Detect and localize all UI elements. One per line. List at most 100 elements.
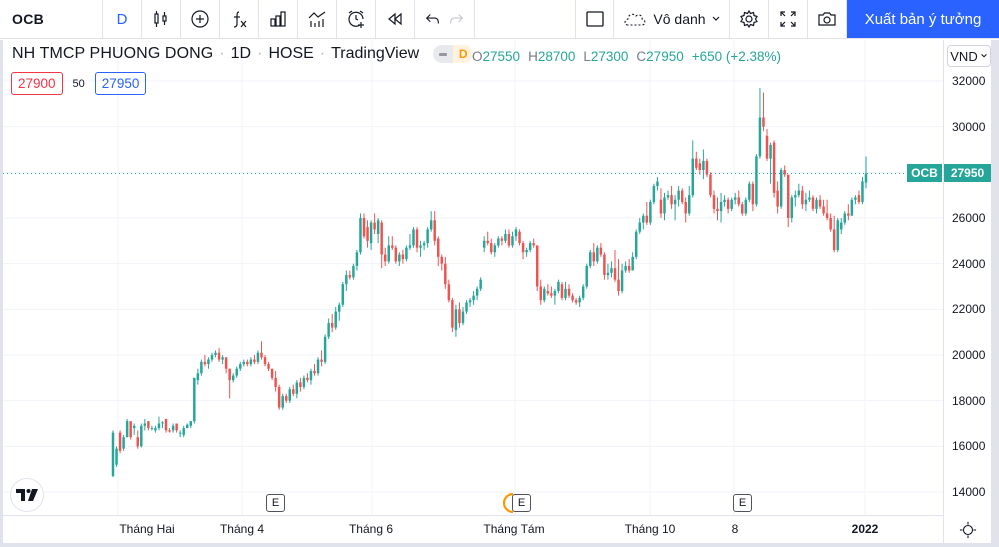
templates-button[interactable] <box>298 0 337 38</box>
price-tick-label: 30000 <box>952 119 986 134</box>
candle-body <box>521 243 525 253</box>
candle-body <box>394 247 398 262</box>
tradingview-logo-icon <box>16 489 38 501</box>
price-tick-label: 32000 <box>952 74 986 88</box>
candle-body <box>479 279 482 289</box>
candle-body <box>702 160 705 171</box>
candle-body <box>755 156 758 205</box>
dividend-marker-icon[interactable] <box>503 493 515 513</box>
candle-body <box>118 432 122 451</box>
market-status-badge[interactable]: D <box>433 45 474 63</box>
candle-body <box>352 265 355 278</box>
candle-body <box>323 336 327 362</box>
candle-body <box>829 218 832 230</box>
top-toolbar: OCB D Vô danh <box>0 0 999 39</box>
candle-body <box>444 263 447 285</box>
undo-icon[interactable] <box>424 10 442 28</box>
candle-body <box>129 421 132 438</box>
buy-button[interactable]: 27950 <box>94 72 147 95</box>
save-layout-button[interactable]: Vô danh <box>614 0 730 38</box>
candle-body <box>581 286 585 298</box>
candle-body <box>380 222 383 255</box>
legend-interval: 1D <box>230 45 252 62</box>
price-tick-label: 16000 <box>952 439 986 454</box>
redo-icon[interactable] <box>447 10 465 28</box>
time-axis[interactable] <box>0 515 943 543</box>
candle-body <box>695 158 698 168</box>
sell-button[interactable]: 27900 <box>11 72 63 95</box>
candle-body <box>175 423 178 431</box>
candle-body <box>482 240 486 248</box>
candle-body <box>670 195 673 205</box>
candle-body <box>111 432 115 477</box>
candle-body <box>267 364 270 369</box>
candle-body <box>408 245 412 248</box>
compare-button[interactable] <box>181 0 220 38</box>
candle-body <box>673 199 677 205</box>
candle-body <box>253 359 256 362</box>
candle-body <box>543 288 546 301</box>
tradingview-logo[interactable] <box>10 478 44 512</box>
candle-body <box>592 252 596 262</box>
candle-body <box>589 252 592 266</box>
candle-body <box>154 428 157 431</box>
candle-body <box>292 389 295 394</box>
alert-button[interactable] <box>337 0 376 38</box>
ohlc-values: O27550 H28700 L27300 C27950 +650 (+2.38%… <box>472 49 781 64</box>
candle-body <box>744 199 748 214</box>
price-chart-canvas[interactable] <box>3 40 943 515</box>
candle-body <box>599 247 603 255</box>
candle-body <box>387 245 390 262</box>
replay-button[interactable] <box>376 0 415 38</box>
candle-body <box>327 323 330 337</box>
chart-type-button[interactable] <box>142 0 181 38</box>
low-value: 27300 <box>590 49 629 64</box>
candle-body <box>504 233 507 241</box>
candle-body <box>359 218 362 253</box>
chart-settings-button[interactable] <box>943 516 991 543</box>
indicators-button[interactable] <box>220 0 259 38</box>
interval-button[interactable]: D <box>103 0 142 38</box>
layout-button[interactable] <box>576 0 614 38</box>
earnings-event-marker[interactable]: E <box>266 494 285 512</box>
candle-body <box>348 275 352 278</box>
financials-button[interactable] <box>259 0 298 38</box>
candle-body <box>606 272 610 276</box>
candle-body <box>733 197 737 200</box>
earnings-event-marker[interactable]: E <box>733 494 752 512</box>
candle-body <box>373 222 376 230</box>
candle-body <box>147 421 150 429</box>
candle-body <box>857 195 861 203</box>
add-compare-icon <box>191 10 209 28</box>
legend-source: TradingView <box>331 45 420 62</box>
candle-body <box>475 288 479 296</box>
candle-body <box>631 256 634 271</box>
price-axis[interactable] <box>943 40 991 516</box>
symbol-description[interactable]: NH TMCP PHUONG DONG <box>12 45 214 62</box>
candle-body <box>518 231 521 244</box>
candle-body <box>514 229 518 237</box>
candle-body <box>164 418 168 431</box>
time-tick-label: 2022 <box>851 522 879 536</box>
candle-body <box>585 265 588 287</box>
candle-body <box>557 281 560 292</box>
candle-body <box>709 174 712 196</box>
candle-body <box>741 204 744 214</box>
candle-body <box>560 284 564 298</box>
candle-body <box>730 199 733 209</box>
last-price-label: 27950 <box>944 164 991 183</box>
symbol-search-button[interactable]: OCB <box>0 0 103 38</box>
settings-button[interactable] <box>730 0 769 38</box>
candle-body <box>316 359 320 374</box>
snapshot-button[interactable] <box>808 0 847 38</box>
candle-body <box>207 359 210 365</box>
candles-icon <box>154 11 167 27</box>
left-border <box>0 40 3 547</box>
candle-body <box>620 270 624 292</box>
currency-select[interactable]: VND <box>947 45 991 67</box>
earnings-event-marker[interactable]: E <box>512 494 531 512</box>
publish-idea-button[interactable]: Xuất bản ý tưởng <box>847 0 999 38</box>
candle-body <box>288 389 291 401</box>
fullscreen-button[interactable] <box>769 0 808 38</box>
